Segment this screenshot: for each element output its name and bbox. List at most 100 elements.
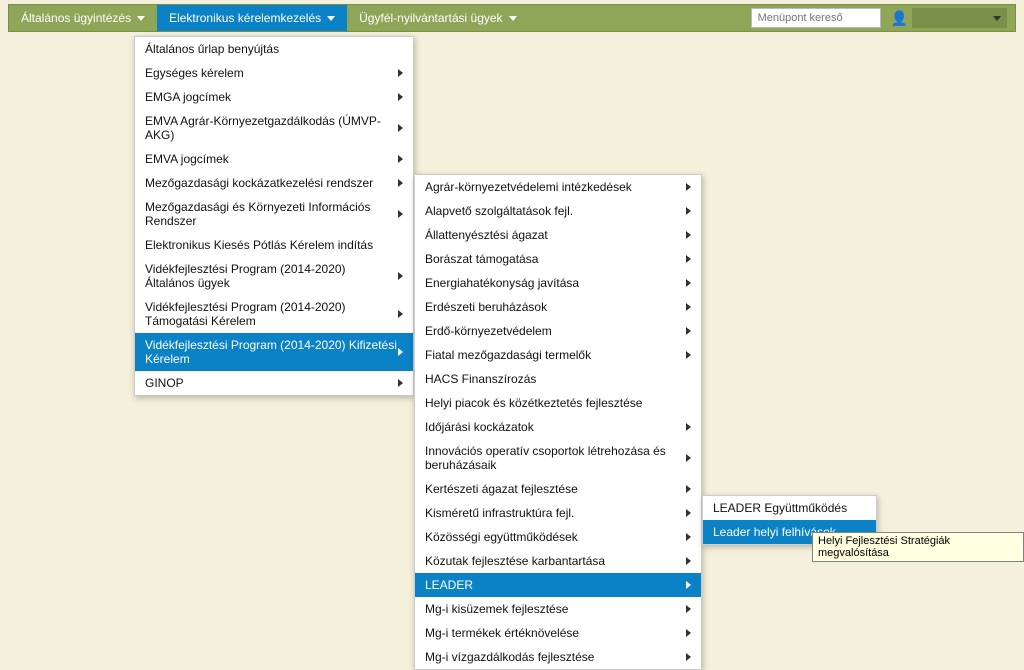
chevron-right-icon [398, 379, 403, 387]
menu1-label: EMVA jogcímek [145, 152, 229, 166]
chevron-down-icon [993, 16, 1001, 21]
chevron-right-icon [686, 423, 691, 431]
menu1-item[interactable]: Vidékfejlesztési Program (2014-2020) Ált… [135, 257, 413, 295]
menu2-label: Közösségi együttműködések [425, 530, 578, 544]
menu2-label: Helyi piacok és közétkeztetés fejlesztés… [425, 396, 642, 410]
menu2-label: Kisméretű infrastruktúra fejl. [425, 506, 574, 520]
menu1-item[interactable]: Mezőgazdasági és Környezeti Információs … [135, 195, 413, 233]
menu2-label: Borászat támogatása [425, 252, 538, 266]
menu1-item[interactable]: Vidékfejlesztési Program (2014-2020) Kif… [135, 333, 413, 371]
menu2-item[interactable]: Alapvető szolgáltatások fejl. [415, 199, 701, 223]
menu1-item[interactable]: Vidékfejlesztési Program (2014-2020) Tám… [135, 295, 413, 333]
chevron-right-icon [398, 210, 403, 218]
menu2-item[interactable]: Erdészeti beruházások [415, 295, 701, 319]
menu2-item[interactable]: Mg-i kisüzemek fejlesztése [415, 597, 701, 621]
menu2-label: Kertészeti ágazat fejlesztése [425, 482, 578, 496]
menu1-item[interactable]: Elektronikus Kiesés Pótlás Kérelem indít… [135, 233, 413, 257]
menu1-item[interactable]: EMGA jogcímek [135, 85, 413, 109]
menu2-item[interactable]: Helyi piacok és közétkeztetés fejlesztés… [415, 391, 701, 415]
nav-client-label: Ügyfél-nyilvántartási ügyek [359, 11, 502, 25]
menu1-label: EMVA Agrár-Környezetgazdálkodás (ÚMVP-AK… [145, 114, 398, 142]
menu2-item[interactable]: Közösségi együttműködések [415, 525, 701, 549]
menu2-label: Időjárási kockázatok [425, 420, 534, 434]
menu2-label: Mg-i vízgazdálkodás fejlesztése [425, 650, 594, 664]
menu2-item[interactable]: Innovációs operatív csoportok létrehozás… [415, 439, 701, 477]
dropdown-level2: Agrár-környezetvédelemi intézkedések Alap… [414, 174, 702, 670]
chevron-right-icon [686, 581, 691, 589]
menu1-item[interactable]: Általános űrlap benyújtás [135, 37, 413, 61]
user-icon: 👤 [891, 10, 908, 27]
menu2-item[interactable]: LEADER [415, 573, 701, 597]
menu2-item[interactable]: Borászat támogatása [415, 247, 701, 271]
menu2-label: Mg-i termékek értéknövelése [425, 626, 579, 640]
menu2-item[interactable]: Mg-i termékek értéknövelése [415, 621, 701, 645]
nav-electronic-label: Elektronikus kérelemkezelés [169, 11, 321, 25]
menu1-label: EMGA jogcímek [145, 90, 231, 104]
menu1-item[interactable]: EMVA Agrár-Környezetgazdálkodás (ÚMVP-AK… [135, 109, 413, 147]
menu1-label: Vidékfejlesztési Program (2014-2020) Ált… [145, 262, 398, 290]
nav-general-label: Általános ügyintézés [21, 11, 131, 25]
menu3-label: LEADER Együttműködés [713, 501, 847, 515]
menu2-label: Közutak fejlesztése karbantartása [425, 554, 605, 568]
chevron-right-icon [686, 629, 691, 637]
menu3-item[interactable]: LEADER Együttműködés [703, 496, 876, 520]
menu2-label: LEADER [425, 578, 473, 592]
menu2-label: Erdő-környezetvédelem [425, 324, 552, 338]
search-input[interactable] [751, 8, 881, 28]
menu2-item[interactable]: Energiahatékonyság javítása [415, 271, 701, 295]
chevron-right-icon [398, 124, 403, 132]
menu1-label: Általános űrlap benyújtás [145, 42, 279, 56]
user-menu[interactable] [912, 8, 1007, 28]
menu1-label: Egységes kérelem [145, 66, 244, 80]
menu2-item[interactable]: Mg-i vízgazdálkodás fejlesztése [415, 645, 701, 669]
menu1-label: Mezőgazdasági és Környezeti Információs … [145, 200, 398, 228]
menu1-label: Vidékfejlesztési Program (2014-2020) Kif… [145, 338, 398, 366]
menu2-label: Energiahatékonyság javítása [425, 276, 579, 290]
menu1-item[interactable]: Egységes kérelem [135, 61, 413, 85]
chevron-right-icon [398, 155, 403, 163]
menu2-label: Innovációs operatív csoportok létrehozás… [425, 444, 686, 472]
menu1-item[interactable]: Mezőgazdasági kockázatkezelési rendszer [135, 171, 413, 195]
menu2-label: Agrár-környezetvédelemi intézkedések [425, 180, 632, 194]
chevron-right-icon [686, 207, 691, 215]
menu2-item[interactable]: Közutak fejlesztése karbantartása [415, 549, 701, 573]
menu1-label: Elektronikus Kiesés Pótlás Kérelem indít… [145, 238, 373, 252]
menu2-label: HACS Finanszírozás [425, 372, 536, 386]
nav-electronic[interactable]: Elektronikus kérelemkezelés [157, 5, 347, 31]
chevron-right-icon [398, 69, 403, 77]
menu2-item[interactable]: Kertészeti ágazat fejlesztése [415, 477, 701, 501]
menu2-item[interactable]: Állattenyésztési ágazat [415, 223, 701, 247]
menu1-label: Mezőgazdasági kockázatkezelési rendszer [145, 176, 373, 190]
chevron-right-icon [686, 279, 691, 287]
menu2-item[interactable]: Kisméretű infrastruktúra fejl. [415, 501, 701, 525]
chevron-right-icon [686, 605, 691, 613]
chevron-right-icon [398, 348, 403, 356]
chevron-down-icon [327, 16, 335, 21]
chevron-right-icon [398, 93, 403, 101]
menu2-item[interactable]: Agrár-környezetvédelemi intézkedések [415, 175, 701, 199]
menu2-item[interactable]: Időjárási kockázatok [415, 415, 701, 439]
menu2-item[interactable]: Erdő-környezetvédelem [415, 319, 701, 343]
menu1-label: Vidékfejlesztési Program (2014-2020) Tám… [145, 300, 398, 328]
menu1-item[interactable]: EMVA jogcímek [135, 147, 413, 171]
chevron-right-icon [686, 509, 691, 517]
chevron-right-icon [398, 310, 403, 318]
menu2-label: Alapvető szolgáltatások fejl. [425, 204, 573, 218]
chevron-right-icon [686, 454, 691, 462]
nav-general[interactable]: Általános ügyintézés [9, 5, 157, 31]
dropdown-level1: Általános űrlap benyújtás Egységes kérele… [134, 36, 414, 396]
menu2-item[interactable]: HACS Finanszírozás [415, 367, 701, 391]
chevron-right-icon [686, 255, 691, 263]
chevron-down-icon [509, 16, 517, 21]
chevron-right-icon [686, 653, 691, 661]
chevron-right-icon [686, 231, 691, 239]
menu2-item[interactable]: Fiatal mezőgazdasági termelők [415, 343, 701, 367]
menu2-label: Erdészeti beruházások [425, 300, 547, 314]
menu2-label: Állattenyésztési ágazat [425, 228, 548, 242]
nav-client[interactable]: Ügyfél-nyilvántartási ügyek [347, 5, 528, 31]
chevron-right-icon [686, 183, 691, 191]
menu1-label: GINOP [145, 376, 184, 390]
chevron-right-icon [398, 272, 403, 280]
chevron-right-icon [686, 327, 691, 335]
menu1-item[interactable]: GINOP [135, 371, 413, 395]
